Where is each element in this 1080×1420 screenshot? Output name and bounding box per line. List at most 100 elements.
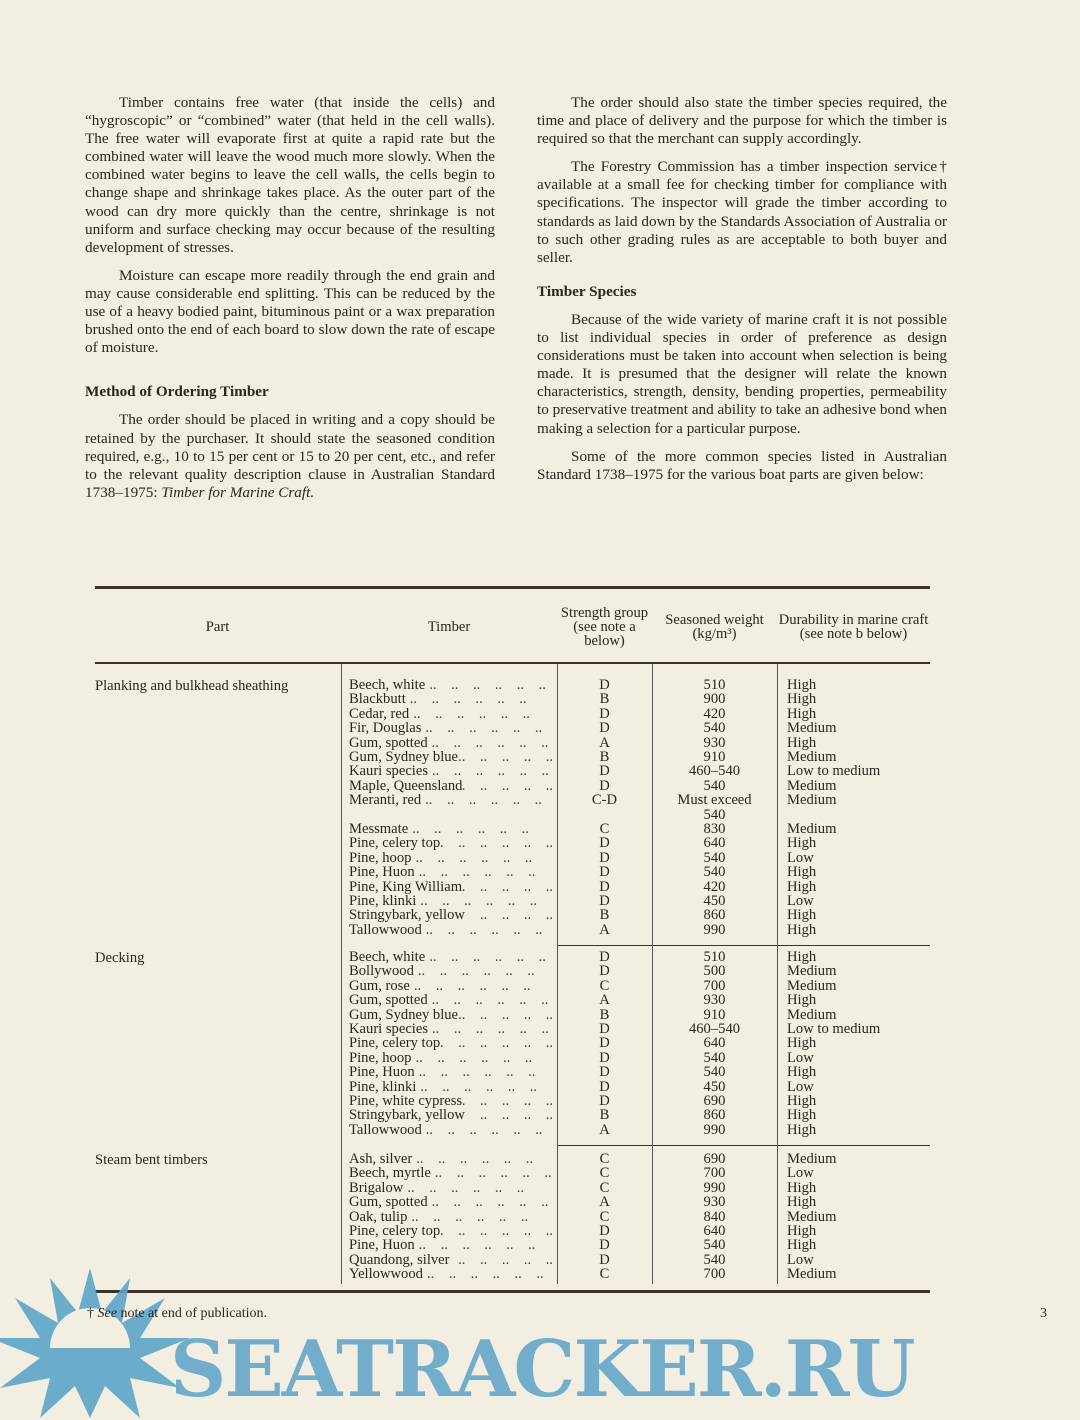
table-row: Blackbutt.. .. .. .. .. .. B 900 High (95, 691, 930, 708)
timber-name: Quandong, silver (349, 1252, 450, 1268)
leader-dots: .. .. .. .. .. .. (465, 908, 553, 923)
strength-group: B (599, 1006, 610, 1023)
leader-dots: .. .. .. .. .. .. (431, 735, 549, 750)
page-number: 3 (1040, 1306, 1047, 1321)
table-row: Ash, silver.. .. .. .. .. .. C 690 Mediu… (95, 1151, 930, 1167)
timber-name: Beech, white (349, 678, 426, 693)
timber-cell: Quandong, silver.. .. .. .. .. .. (349, 1253, 553, 1267)
table-row: Brigalow.. .. .. .. .. .. C 990 High (95, 1179, 930, 1196)
durability: High (787, 734, 817, 751)
table-row: Cedar, red.. .. .. .. .. .. D 420 High (95, 706, 930, 721)
table-row: Pine, celery top.. .. .. .. .. .. D 640 … (95, 835, 930, 852)
timber-name: Gum, Sydney blue (349, 1007, 459, 1022)
leader-dots: .. .. .. .. .. .. (458, 750, 553, 765)
seasoned-weight: 910 (703, 749, 726, 765)
table-row: Oak, tulip.. .. .. .. .. .. C 840 Medium (95, 1208, 930, 1225)
seasoned-weight: 640 (703, 835, 726, 852)
timber-cell: Kauri species.. .. .. .. .. .. (349, 764, 553, 778)
table-row: Gum, spotted.. .. .. .. .. .. A 930 High (95, 992, 930, 1009)
part-name: Planking and bulkhead sheathing (95, 678, 289, 694)
header-timber: Timber (427, 619, 471, 635)
durability: Medium (787, 777, 837, 794)
timber-cell: Yellowwood.. .. .. .. .. .. (349, 1267, 553, 1281)
seasoned-weight: 460–540 (688, 1021, 741, 1037)
paragraph: Because of the wide variety of marine cr… (537, 310, 947, 437)
table-row: Pine, Huon.. .. .. .. .. .. D 540 High (95, 1238, 930, 1253)
timber-cell: Bollywood.. .. .. .. .. .. (349, 964, 553, 978)
timber-name: Beech, white (349, 950, 426, 965)
strength-group: D (599, 777, 610, 794)
timber-cell: Gum, rose.. .. .. .. .. .. (349, 979, 553, 993)
section-heading: Timber Species (537, 282, 637, 300)
timber-name: Kauri species (349, 1022, 429, 1037)
timber-name: Ash, silver (349, 1152, 413, 1167)
column-divider (557, 936, 558, 1140)
seasoned-weight: Must exceed 540 (677, 792, 752, 823)
leader-dots: .. .. .. .. .. .. (412, 822, 529, 837)
timber-cell: Pine, celery top.. .. .. .. .. .. (349, 1224, 553, 1238)
timber-name: Pine, hoop (349, 850, 412, 866)
table-row: Pine, hoop.. .. .. .. .. .. D 540 Low (95, 850, 930, 865)
column-divider (557, 1138, 558, 1284)
seasoned-weight: 700 (703, 1266, 726, 1283)
strength-group: B (599, 691, 610, 708)
timber-cell: Messmate.. .. .. .. .. .. (349, 822, 553, 836)
table-row: Tallowwood.. .. .. .. .. .. A 990 High (95, 922, 930, 938)
timber-cell: Gum, Sydney blue.. .. .. .. .. .. (349, 750, 553, 764)
timber-name: Pine, celery top (349, 836, 441, 851)
strength-group: D (599, 949, 610, 965)
left-column: Timber contains free water (that inside … (85, 94, 495, 510)
table-top-rule (95, 586, 930, 589)
strength-group: C (599, 977, 610, 994)
durability: High (787, 1035, 817, 1052)
seasoned-weight: 990 (703, 1179, 726, 1196)
table-row: Gum, Sydney blue.. .. .. .. .. .. B 910 … (95, 749, 930, 765)
table-row: Pine, klinki.. .. .. .. .. .. D 450 Low (95, 893, 930, 909)
seasoned-weight: 840 (703, 1208, 726, 1225)
footnote-see: See (97, 1306, 117, 1321)
column-divider (341, 936, 342, 1140)
strength-group: C (599, 821, 610, 837)
column-divider (777, 936, 778, 1140)
seasoned-weight: 510 (703, 677, 726, 693)
leader-dots: .. .. .. .. .. .. (426, 1267, 544, 1282)
seasoned-weight: 450 (703, 1078, 726, 1095)
strength-group: B (599, 907, 610, 924)
timber-cell: Pine, klinki.. .. .. .. .. .. (349, 1080, 553, 1094)
leader-dots: .. .. .. .. .. .. (420, 1079, 538, 1094)
timber-cell: Maple, Queensland.. .. .. .. .. .. (349, 779, 553, 793)
seasoned-weight: 910 (703, 1006, 726, 1023)
table-row: Pine, white cypress.. .. .. .. .. .. D 6… (95, 1093, 930, 1108)
strength-group: A (599, 992, 610, 1009)
strength-group: C (599, 1151, 610, 1167)
timber-name: Meranti, red (349, 793, 422, 808)
strength-group: D (599, 1078, 610, 1095)
leader-dots: .. .. .. .. .. .. (462, 778, 553, 794)
timber-cell: Beech, white.. .. .. .. .. .. (349, 950, 553, 964)
timber-cell: Stringybark, yellow.. .. .. .. .. .. (349, 908, 553, 922)
part-name: Steam bent timbers (95, 1152, 208, 1168)
timber-name: Messmate (349, 822, 409, 837)
timber-cell: Cedar, red.. .. .. .. .. .. (349, 707, 553, 721)
strength-group: D (599, 720, 610, 737)
durability: Low (787, 893, 814, 909)
seasoned-weight: 830 (703, 821, 726, 837)
durability: Low to medium (787, 763, 881, 780)
timber-cell: Oak, tulip.. .. .. .. .. .. (349, 1210, 553, 1224)
paragraph: Timber contains free water (that inside … (85, 94, 495, 256)
leader-dots: .. .. .. .. .. .. (434, 1166, 552, 1181)
column-divider (557, 664, 558, 940)
timber-name: Pine, Huon (349, 865, 415, 880)
seasoned-weight: 460–540 (688, 763, 741, 780)
timber-name: Pine, Huon (349, 1238, 415, 1253)
table-row: Gum, Sydney blue.. .. .. .. .. .. B 910 … (95, 1006, 930, 1023)
table-row: Pine, Huon.. .. .. .. .. .. D 540 High (95, 1065, 930, 1080)
strength-group: C (599, 1266, 610, 1283)
timber-name: Cedar, red (349, 706, 410, 722)
leader-dots: .. .. .. .. .. .. (415, 850, 533, 866)
leader-dots: .. .. .. .. .. .. (425, 922, 543, 938)
strength-group: B (599, 749, 610, 765)
timber-cell: Pine, hoop.. .. .. .. .. .. (349, 851, 553, 865)
right-column: The order should also state the timber s… (537, 94, 947, 492)
